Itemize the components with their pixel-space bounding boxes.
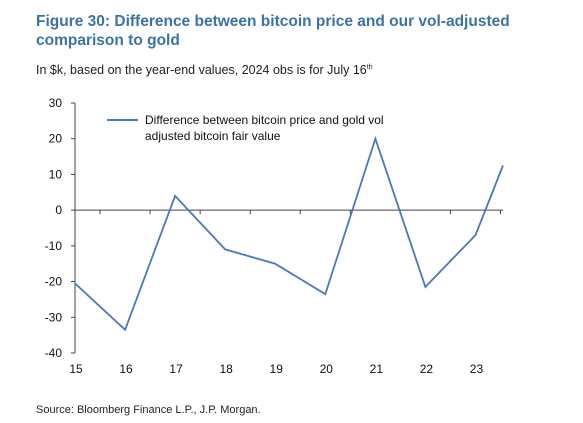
x-tick-label: 21 <box>370 362 384 376</box>
legend-label: adjusted bitcoin fair value <box>145 129 281 143</box>
y-tick-label: -10 <box>45 239 63 253</box>
series-layer <box>74 135 504 332</box>
y-tick-label: 10 <box>49 167 63 181</box>
x-tick-label: 18 <box>219 362 233 376</box>
legend-label: Difference between bitcoin price and gol… <box>145 113 384 127</box>
subtitle-superscript: th <box>366 63 373 71</box>
x-tick-label: 22 <box>420 362 434 376</box>
y-tick-label: 20 <box>49 132 63 146</box>
legend: Difference between bitcoin price and gol… <box>107 113 384 143</box>
y-tick-label: -40 <box>45 346 63 360</box>
x-tick-label: 16 <box>119 362 133 376</box>
x-tick-label: 23 <box>470 362 484 376</box>
subtitle-text: In $k, based on the year-end values, 202… <box>36 63 367 77</box>
y-tick-label: 30 <box>49 96 63 110</box>
y-axis: 30 20 10 0 -10 -20 -30 -40 <box>45 96 76 360</box>
chart-subtitle: In $k, based on the year-end values, 202… <box>36 63 373 77</box>
x-tick-label: 17 <box>169 362 183 376</box>
x-axis: 15 16 17 18 19 20 21 22 23 <box>69 209 503 376</box>
chart-title: Figure 30: Difference between bitcoin pr… <box>36 13 510 49</box>
x-tick-label: 19 <box>270 362 284 376</box>
series-line <box>74 135 504 332</box>
x-tick-label: 20 <box>320 362 334 376</box>
y-tick-label: 0 <box>55 203 62 217</box>
y-tick-label: -20 <box>45 275 63 289</box>
y-tick-label: -30 <box>45 310 63 324</box>
source-note: Source: Bloomberg Finance L.P., J.P. Mor… <box>36 404 261 416</box>
x-tick-label: 15 <box>69 362 83 376</box>
